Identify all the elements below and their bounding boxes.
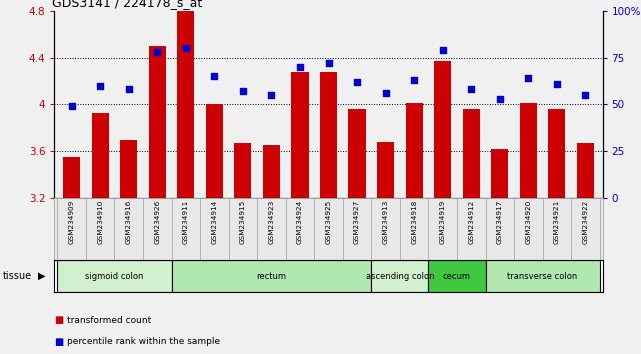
Text: GSM234915: GSM234915 [240,200,246,244]
Text: ■: ■ [54,315,63,325]
Bar [120,139,137,198]
Bar [235,143,251,198]
Bar [320,72,337,198]
Text: GSM234927: GSM234927 [354,200,360,244]
Bar [263,145,280,198]
Text: GSM234925: GSM234925 [326,200,331,244]
Bar [63,157,80,198]
Point [152,49,162,55]
Point [409,77,419,83]
Text: GSM234921: GSM234921 [554,200,560,244]
Point [124,87,134,92]
Bar [463,109,480,198]
Text: GDS3141 / 224178_s_at: GDS3141 / 224178_s_at [52,0,202,10]
Text: GSM234926: GSM234926 [154,200,160,244]
Text: GSM234920: GSM234920 [526,200,531,244]
Bar [349,109,365,198]
Text: GSM234918: GSM234918 [411,200,417,244]
Text: GSM234909: GSM234909 [69,200,74,244]
Text: GSM234919: GSM234919 [440,200,445,244]
Text: GSM234912: GSM234912 [468,200,474,244]
Point [209,73,219,79]
Text: GSM234916: GSM234916 [126,200,131,244]
Point [295,64,305,70]
Bar [434,61,451,198]
Point [95,83,105,88]
Bar [57,260,172,292]
Bar [177,11,194,198]
Text: transverse colon: transverse colon [508,272,578,281]
Bar [548,109,565,198]
Point [181,45,191,51]
Bar [292,72,308,198]
Point [523,75,533,81]
Bar [92,113,109,198]
Bar [577,143,594,198]
Text: GSM234917: GSM234917 [497,200,503,244]
Text: transformed count: transformed count [67,316,151,325]
Text: rectum: rectum [256,272,287,281]
Text: GSM234923: GSM234923 [269,200,274,244]
Bar [406,103,422,198]
Text: GSM234910: GSM234910 [97,200,103,244]
Text: GSM234911: GSM234911 [183,200,189,244]
Point [552,81,562,87]
Point [495,96,505,102]
Bar [206,104,223,198]
Point [323,60,333,66]
Bar [520,103,537,198]
Text: tissue: tissue [3,271,32,281]
Text: ■: ■ [54,337,63,347]
Text: sigmoid colon: sigmoid colon [85,272,144,281]
Point [352,79,362,85]
Bar [377,142,394,198]
Point [466,87,476,92]
Point [67,103,77,109]
Bar [371,260,428,292]
Point [238,88,248,94]
Bar [428,260,485,292]
Text: GSM234914: GSM234914 [212,200,217,244]
Point [580,92,590,98]
Bar [149,46,166,198]
Point [381,90,391,96]
Bar [172,260,371,292]
Text: ▶: ▶ [38,271,46,281]
Text: percentile rank within the sample: percentile rank within the sample [67,337,221,346]
Text: ascending colon: ascending colon [365,272,434,281]
Text: cecum: cecum [443,272,471,281]
Text: GSM234924: GSM234924 [297,200,303,244]
Bar [485,260,600,292]
Point [438,47,448,53]
Text: GSM234913: GSM234913 [383,200,388,244]
Text: GSM234922: GSM234922 [583,200,588,244]
Bar [491,149,508,198]
Point [266,92,276,98]
